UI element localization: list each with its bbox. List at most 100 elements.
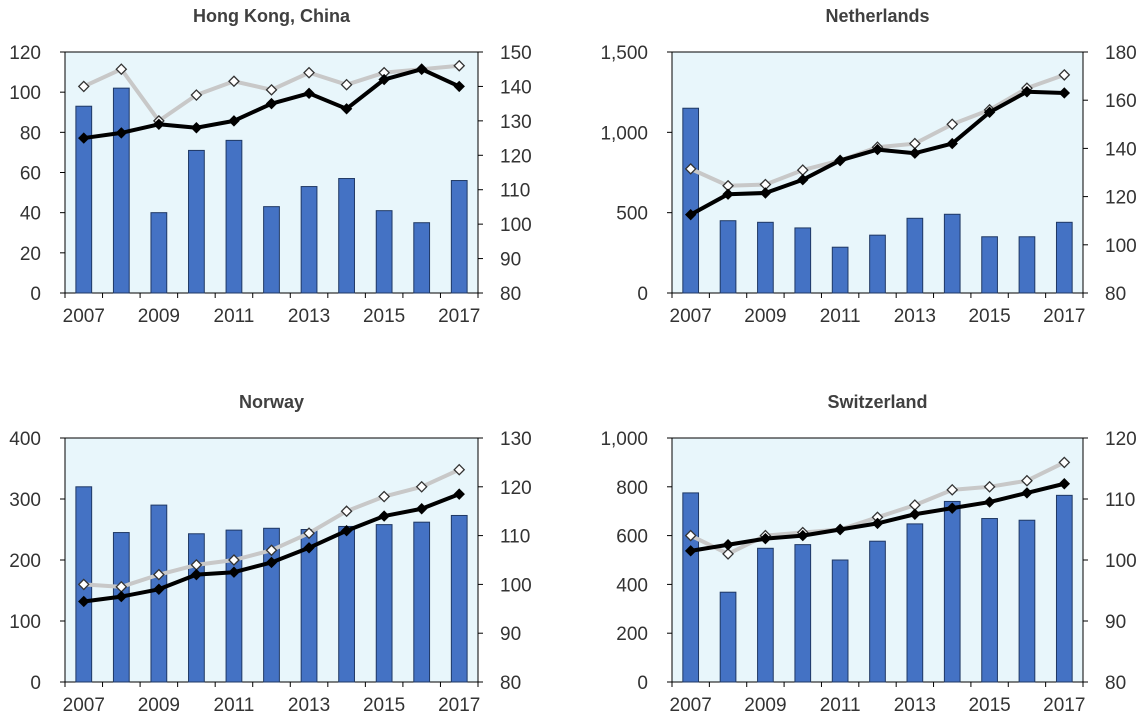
black-series-marker (265, 97, 278, 110)
x-axis-tick-label: 2013 (894, 695, 936, 716)
right-axis-tick-label: 120 (1105, 188, 1137, 209)
left-axis-tick-label: 400 (9, 429, 41, 450)
black-series-marker (1058, 87, 1071, 99)
black-series-marker (684, 208, 697, 221)
chart-title: Switzerland (827, 392, 927, 412)
left-axis-tick-label: 0 (637, 673, 648, 694)
black-series-marker (909, 147, 921, 159)
bar (263, 527, 280, 683)
bar (112, 87, 130, 294)
bar (150, 212, 168, 294)
left-axis-tick-label: 80 (20, 123, 41, 144)
bar (338, 525, 355, 683)
bar (1055, 221, 1073, 294)
bar (981, 518, 998, 683)
black-series-marker (265, 556, 278, 569)
grey-series-marker (378, 490, 391, 503)
bar (682, 107, 700, 294)
right-axis-tick-label: 90 (500, 624, 521, 645)
black-series-marker (78, 595, 90, 608)
right-axis-tick-label: 130 (500, 112, 532, 133)
black-series-marker (190, 122, 203, 134)
right-axis-tick-label: 110 (500, 527, 530, 548)
bar (757, 547, 774, 683)
x-axis-tick-label: 2013 (894, 306, 936, 327)
x-axis-tick-label: 2017 (438, 306, 480, 327)
x-axis-tick-label: 2009 (744, 306, 786, 327)
right-axis-tick-label: 140 (1105, 139, 1137, 160)
x-axis-tick-label: 2011 (214, 695, 255, 716)
grey-series-marker (228, 75, 240, 88)
black-series-marker (115, 590, 128, 603)
right-axis-tick-label: 80 (1105, 284, 1126, 305)
right-axis-tick-label: 80 (1105, 673, 1126, 694)
chart-panel: Switzerland 0 200 400 600 800 1,000 80 90 100 110 1… (600, 392, 1136, 716)
right-axis-tick-label: 110 (1105, 490, 1135, 511)
left-axis-tick-label: 400 (616, 575, 648, 596)
right-axis-tick-label: 100 (500, 575, 532, 596)
bar (719, 220, 737, 294)
black-series-marker (759, 187, 772, 199)
x-axis-tick-label: 2007 (670, 306, 712, 327)
black-series-marker (909, 508, 921, 520)
left-axis-tick-label: 600 (616, 527, 648, 548)
chart-title: Norway (239, 392, 304, 412)
bar (1055, 494, 1073, 683)
left-axis-tick-label: 0 (30, 673, 41, 694)
grey-series-marker (265, 83, 278, 96)
chart-panel: Netherlands 0 500 1,000 1,500 80 100 120 140 160 1… (600, 6, 1136, 327)
black-series-marker (871, 517, 884, 530)
black-series-marker (983, 106, 996, 118)
grey-series-marker (303, 527, 315, 540)
grey-series-marker (453, 463, 466, 476)
right-axis-tick-label: 120 (1105, 429, 1137, 450)
black-series-marker (722, 188, 734, 200)
x-axis-tick-label: 2011 (820, 695, 861, 716)
x-axis-tick-label: 2015 (968, 306, 1010, 327)
black-series-marker (797, 174, 809, 186)
black-series-marker (415, 63, 428, 75)
right-axis-tick-label: 120 (500, 146, 532, 167)
bar (794, 544, 812, 683)
left-axis-tick-label: 0 (30, 284, 41, 305)
left-axis-tick-label: 200 (9, 551, 41, 572)
bar (413, 222, 431, 294)
black-series-marker (415, 503, 428, 515)
x-axis-tick-label: 2011 (820, 306, 861, 327)
right-axis-tick-label: 130 (500, 429, 532, 450)
black-series-marker (228, 115, 240, 127)
left-axis-tick-label: 500 (616, 204, 648, 225)
bar (188, 149, 205, 294)
x-axis-tick-label: 2015 (363, 695, 405, 716)
bar (450, 180, 468, 294)
black-series-marker (983, 496, 996, 508)
grey-series-marker (77, 80, 90, 93)
bar (413, 521, 431, 683)
bar (225, 529, 243, 683)
black-series-marker (378, 73, 390, 86)
bar (719, 591, 737, 683)
left-axis-tick-label: 100 (9, 612, 41, 633)
black-series-marker (946, 502, 958, 514)
bar (375, 524, 393, 683)
right-axis-tick-label: 140 (500, 77, 532, 98)
chart-panel: Hong Kong, China 0 20 40 60 80 100 120 80 90 100 11… (9, 6, 531, 327)
black-series-marker (378, 510, 390, 522)
x-axis-tick-label: 2013 (288, 306, 330, 327)
chart-title: Hong Kong, China (193, 6, 351, 26)
right-axis-tick-label: 90 (1105, 612, 1126, 633)
grey-series-marker (340, 505, 353, 518)
black-series-marker (340, 103, 353, 115)
x-axis-tick-label: 2007 (63, 695, 105, 716)
black-series-marker (303, 542, 315, 554)
left-axis-tick-label: 0 (637, 284, 648, 305)
x-axis-tick-label: 2011 (214, 306, 255, 327)
right-axis-tick-label: 100 (500, 215, 532, 236)
black-series-marker (228, 566, 240, 578)
black-series-marker (1058, 478, 1071, 490)
left-axis-tick-label: 1,500 (600, 43, 648, 64)
left-axis-tick-label: 300 (9, 490, 41, 511)
grey-series-marker (228, 554, 240, 566)
x-axis-tick-label: 2015 (363, 306, 405, 327)
